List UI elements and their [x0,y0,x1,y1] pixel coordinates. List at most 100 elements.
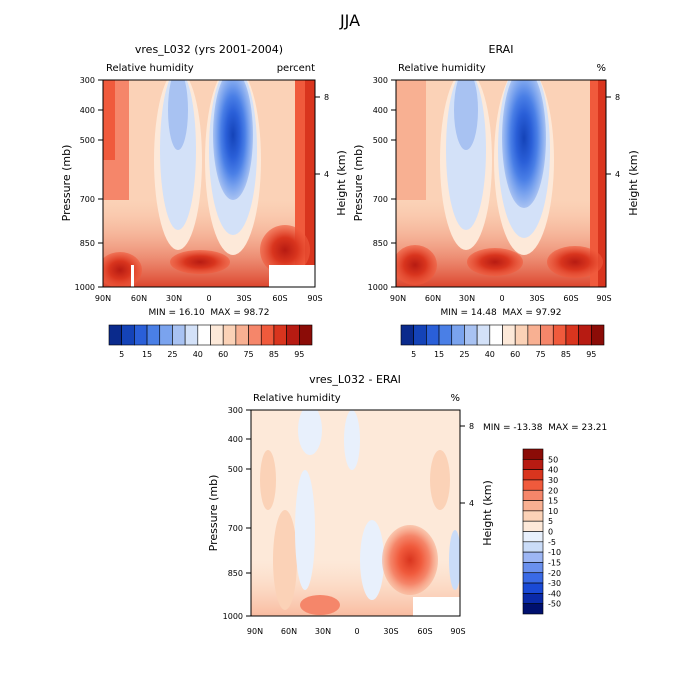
y-tick-700: 700 [373,195,388,204]
colorbar-swatch [522,520,544,532]
colorbar-label: 20 [548,486,558,495]
colorbar-swatch [464,324,478,346]
y-tick-400: 400 [80,106,95,115]
colorbar-swatch [514,324,529,346]
y-tick-1000: 1000 [368,283,388,292]
colorbar-swatch [522,551,544,563]
colorbar-swatch [413,324,427,346]
y-tick-400: 400 [228,435,243,444]
height-tick-4: 4 [615,170,620,179]
colorbar-swatch [522,531,544,543]
colorbar-swatch [540,324,554,346]
colorbar-swatch [451,324,465,346]
colorbar-label: 60 [510,350,520,359]
x-tick-90n: 90N [95,294,111,303]
y-tick-300: 300 [373,76,388,85]
colorbar-label: -40 [548,589,561,598]
colorbar-label: 25 [459,350,469,359]
colorbar-label: 10 [548,507,558,516]
colorbar-swatch [260,324,275,346]
panel-erai-units: % [596,63,606,74]
panel-difference-ylabel: Pressure (mb) [207,475,220,552]
x-tick-60s: 60S [272,294,287,303]
x-tick-90s: 90S [450,627,465,636]
colorbar-swatch [527,324,541,346]
colorbar-label: 15 [548,497,558,506]
colorbar-swatch [591,324,605,346]
colorbar-label: 5 [548,517,553,526]
colorbar-label: -10 [548,548,561,557]
colorbar-swatch [438,324,453,346]
panel-erai-stats: MIN = 14.48 MAX = 97.92 [440,308,561,318]
panel-difference-units: % [450,393,460,404]
height-tick-8: 8 [324,93,329,102]
colorbar-label: -50 [548,600,561,609]
colorbar-swatch [476,324,491,346]
colorbar-swatch [522,489,544,501]
y-tick-700: 700 [80,195,95,204]
panel-erai-yaxis-ticks: 300 400 500 700 850 1000 [368,76,396,292]
colorbar-swatch [197,324,211,346]
panel-model-ylabel-right: Height (km) [335,150,348,216]
x-tick-0: 0 [206,294,211,303]
y-tick-300: 300 [80,76,95,85]
colorbar-swatch [522,500,544,512]
colorbar-label: 40 [548,466,558,475]
colorbar-swatch [522,572,544,584]
panel-difference-field [251,410,460,616]
panel-model-variable: Relative humidity [106,63,194,74]
colorbar-label: 50 [548,455,558,464]
panel-model-yaxis-ticks: 300 400 500 700 850 1000 [75,76,103,292]
colorbar-swatch [108,324,122,346]
colorbar-swatch [134,324,148,346]
y-tick-1000: 1000 [75,283,95,292]
panel-model-title: vres_L032 (yrs 2001-2004) [135,43,283,56]
panel-difference-variable: Relative humidity [253,393,341,404]
y-tick-500: 500 [373,136,388,145]
panel-model-xaxis-ticks: 90N 60N 30N 0 30S 60S 90S [95,294,323,303]
colorbar-swatch [552,324,567,346]
height-tick-4: 4 [469,499,474,508]
panel-difference: vres_L032 - ERAI Relative humidity % [207,373,607,636]
colorbar-label: 75 [535,350,545,359]
x-tick-30s: 30S [236,294,251,303]
y-tick-850: 850 [228,569,243,578]
y-tick-500: 500 [80,136,95,145]
colorbar-label: 15 [434,350,444,359]
colorbar-label: 25 [167,350,177,359]
colorbar-label: -15 [548,558,561,567]
panel-erai-xaxis-ticks: 90N 60N 30N 0 30S 60S 90S [390,294,612,303]
colorbar-swatch [146,324,161,346]
panel-difference-yaxis-ticks: 300 400 500 700 850 1000 [223,406,251,621]
x-tick-30n: 30N [166,294,182,303]
panel-difference-stats: MIN = -13.38 MAX = 23.21 [483,423,607,433]
panel-model: vres_L032 (yrs 2001-2004) Relative humid… [60,43,348,359]
colorbar-label: 85 [561,350,571,359]
y-tick-700: 700 [228,524,243,533]
x-tick-60n: 60N [131,294,147,303]
panel-erai-colorbar: 5 15 25 40 60 75 85 95 [400,324,605,359]
colorbar-swatch [222,324,237,346]
y-tick-400: 400 [373,106,388,115]
colorbar-swatch [235,324,249,346]
y-tick-1000: 1000 [223,612,243,621]
panel-difference-right-ticks: 8 4 [460,422,474,508]
x-tick-60s: 60S [563,294,578,303]
x-tick-90n: 90N [247,627,263,636]
panel-model-units: percent [277,63,315,74]
y-tick-500: 500 [228,465,243,474]
colorbar-swatch [299,324,313,346]
x-tick-30s: 30S [529,294,544,303]
panel-erai-ylabel: Pressure (mb) [352,145,365,222]
colorbar-label: -20 [548,569,561,578]
colorbar-swatch [522,510,544,522]
x-tick-0: 0 [499,294,504,303]
colorbar-swatch [426,324,440,346]
x-tick-60n: 60N [425,294,441,303]
panel-model-right-ticks: 8 4 [315,93,329,179]
x-tick-0: 0 [354,627,359,636]
colorbar-swatch [522,448,544,460]
colorbar-label: 5 [411,350,416,359]
colorbar-swatch [522,469,544,481]
